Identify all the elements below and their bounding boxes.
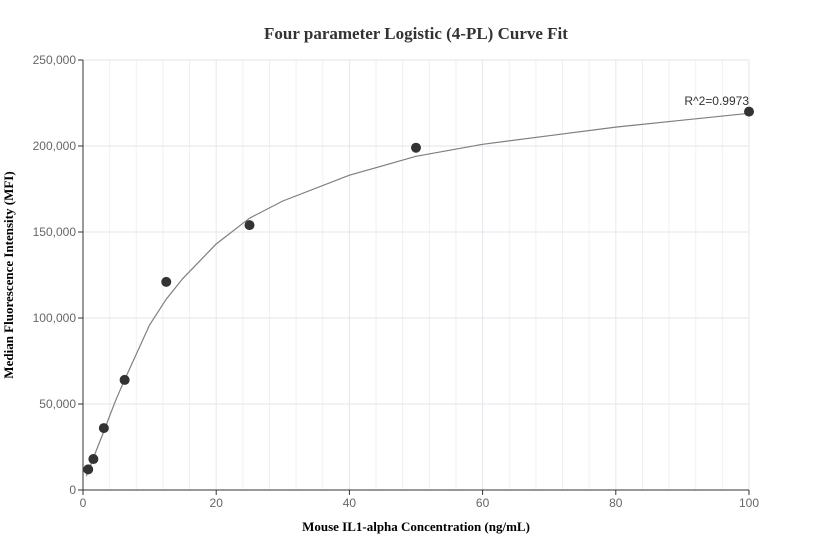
r-squared-annotation: R^2=0.9973 (684, 94, 749, 108)
x-tick-label: 100 (739, 496, 759, 510)
y-tick-label: 0 (69, 483, 76, 497)
x-tick-label: 80 (609, 496, 623, 510)
x-tick-label: 40 (343, 496, 357, 510)
x-tick-label: 60 (476, 496, 490, 510)
data-point (88, 454, 99, 465)
data-point (411, 142, 421, 153)
data-point (244, 220, 255, 231)
y-tick-label: 50,000 (39, 397, 76, 411)
chart-title: Four parameter Logistic (4-PL) Curve Fit (264, 24, 568, 43)
data-point (744, 106, 754, 117)
x-axis-title: Mouse IL1-alpha Concentration (ng/mL) (302, 519, 530, 534)
fit-curve-layer (85, 112, 750, 477)
data-point (161, 276, 172, 287)
x-tick-label: 20 (210, 496, 224, 510)
y-axis-title: Median Fluorescence Intensity (MFI) (1, 171, 16, 378)
x-tick-label: 0 (80, 496, 87, 510)
data-point (83, 464, 94, 475)
y-tick-label: 250,000 (33, 53, 77, 67)
data-point (98, 423, 109, 434)
data-points-layer (83, 106, 754, 475)
axes-layer: 0 20 40 60 80 100 0 50,000 100,000 150,000 200,000… (33, 53, 760, 510)
y-tick-label: 100,000 (33, 311, 77, 325)
grid-layer (83, 59, 750, 490)
y-tick-label: 150,000 (33, 225, 77, 239)
y-tick-label: 200,000 (33, 139, 77, 153)
data-point (119, 374, 130, 385)
fit-curve-line (85, 112, 750, 477)
